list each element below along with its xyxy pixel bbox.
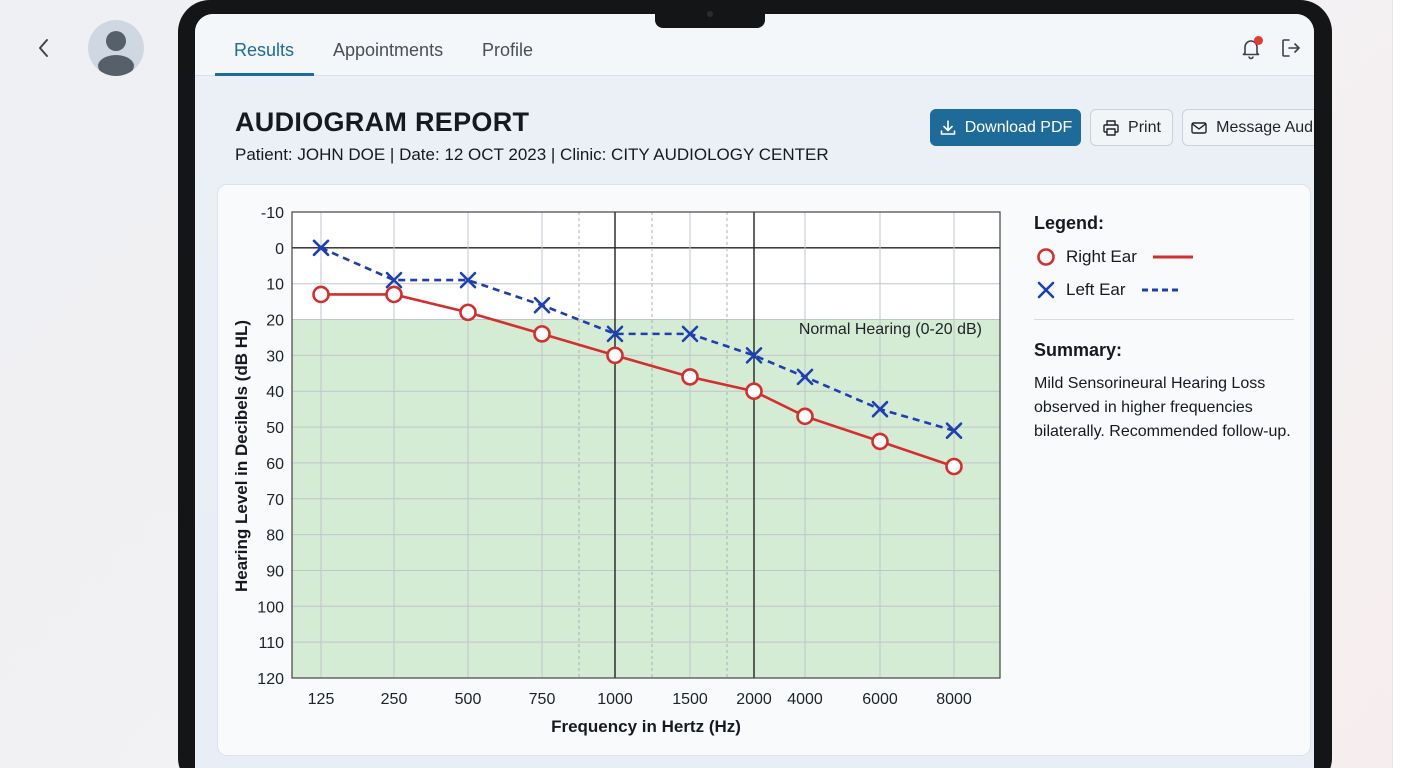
download-icon — [940, 119, 955, 135]
y-tick-label: 10 — [266, 277, 284, 294]
back-button[interactable] — [30, 34, 58, 62]
y-tick-label: 20 — [266, 313, 284, 330]
legend-label-left-ear: Left Ear — [1066, 280, 1126, 299]
right-ear-point — [385, 285, 403, 304]
y-tick-label: 40 — [266, 384, 284, 401]
notification-badge — [1254, 36, 1263, 45]
y-tick-label: 90 — [266, 563, 284, 580]
x-tick-label: 750 — [529, 691, 556, 708]
solid-line-swatch — [1152, 255, 1193, 259]
y-tick-label: 0 — [275, 241, 284, 258]
right-ear-point — [606, 346, 624, 365]
tab-profile[interactable]: Profile — [482, 40, 534, 60]
dashed-line-swatch — [1141, 288, 1182, 292]
x-tick-label: 125 — [308, 691, 335, 708]
legend-divider — [1034, 319, 1294, 320]
right-ear-point — [533, 325, 551, 343]
y-tick-label: 80 — [266, 528, 284, 545]
left-ear-point — [533, 296, 551, 314]
bell-icon — [1242, 40, 1260, 60]
right-ear-point — [871, 432, 889, 451]
left-ear-point — [945, 422, 963, 439]
x-tick-label: 4000 — [787, 691, 823, 708]
message-audiologist-button[interactable]: Message Audiologist — [1182, 109, 1314, 146]
plot-border — [291, 211, 1001, 679]
logout-icon — [1282, 39, 1300, 57]
audiogram-chart: Normal Hearing (0-20 dB) -10 0 10 20 30 40 50 60… — [232, 205, 1001, 736]
left-ear-point — [745, 347, 763, 364]
audiogram-card: Normal Hearing (0-20 dB) -10 0 10 20 30 40 50 60… — [217, 184, 1311, 756]
download-pdf-button[interactable]: Download PDF — [930, 109, 1081, 146]
right-ear-point — [312, 285, 330, 304]
patient-info: Patient: JOHN DOE | Date: 12 OCT 2023 | … — [235, 145, 829, 164]
right-ear-point — [745, 382, 763, 401]
print-label: Print — [1128, 118, 1161, 136]
x-tick-label: 500 — [455, 691, 482, 708]
right-ear-line — [321, 293, 955, 468]
x-tick-label: 250 — [381, 691, 408, 708]
left-ear-point — [681, 325, 699, 343]
app-screen: Results Appointments Profile AUDIOGRAM R… — [195, 14, 1314, 768]
right-ear-point — [459, 303, 477, 322]
right-ear-point — [796, 407, 814, 426]
legend-item-right-ear: Right Ear — [1034, 245, 1193, 269]
notifications-button[interactable] — [1239, 36, 1263, 60]
y-tick-label: 100 — [257, 599, 284, 616]
x-marker-icon — [1037, 281, 1055, 299]
x-tick-label: 8000 — [936, 691, 972, 708]
chevron-left-icon — [39, 39, 48, 57]
y-tick-label: 60 — [266, 456, 284, 473]
summary-title: Summary: — [1034, 340, 1123, 360]
y-tick-label: 30 — [266, 348, 284, 365]
page-title: AUDIOGRAM REPORT — [235, 107, 530, 137]
active-tab-indicator — [215, 73, 314, 76]
x-tick-label: 1500 — [672, 691, 708, 708]
left-ear-point — [312, 239, 330, 257]
legend-label-right-ear: Right Ear — [1066, 247, 1137, 266]
y-tick-label: 50 — [266, 420, 284, 437]
y-tick-label: 70 — [266, 492, 284, 509]
x-tick-label: 1000 — [597, 691, 633, 708]
x-axis-title: Frequency in Hertz (Hz) — [551, 717, 741, 736]
print-button[interactable]: Print — [1090, 109, 1173, 146]
normal-zone-label: Normal Hearing (0-20 dB) — [799, 321, 982, 338]
y-tick-label: -10 — [261, 205, 284, 222]
left-ear-point — [796, 368, 814, 386]
left-ear-point — [606, 325, 624, 343]
tablet-frame: Results Appointments Profile AUDIOGRAM R… — [178, 0, 1332, 768]
camera-notch — [655, 0, 765, 28]
x-tick-label: 2000 — [736, 691, 772, 708]
right-ear-point — [681, 368, 699, 386]
y-tick-label: 120 — [257, 671, 284, 688]
right-ear-point — [945, 457, 963, 476]
logout-button[interactable] — [1279, 36, 1303, 60]
printer-icon — [1103, 119, 1119, 136]
scrollbar[interactable] — [1392, 0, 1408, 768]
user-avatar-icon — [98, 31, 134, 76]
legend-title: Legend: — [1034, 213, 1104, 233]
y-axis-title: Hearing Level in Decibels (dB HL) — [232, 320, 251, 592]
download-pdf-label: Download PDF — [964, 118, 1073, 136]
summary-text: Mild Sensorineural Hearing Loss observed… — [1034, 375, 1291, 440]
mail-icon — [1191, 121, 1207, 134]
left-ear-point — [459, 271, 477, 289]
left-ear-point — [871, 400, 889, 418]
message-audiologist-label: Message Audiologist — [1216, 118, 1314, 136]
circle-marker-icon — [1037, 248, 1055, 266]
tab-results[interactable]: Results — [234, 40, 295, 60]
left-ear-point — [385, 271, 403, 289]
x-tick-label: 6000 — [862, 691, 898, 708]
avatar[interactable] — [88, 20, 144, 76]
tab-appointments[interactable]: Appointments — [333, 40, 444, 60]
legend-item-left-ear: Left Ear — [1034, 278, 1182, 302]
y-tick-label: 110 — [258, 635, 284, 652]
